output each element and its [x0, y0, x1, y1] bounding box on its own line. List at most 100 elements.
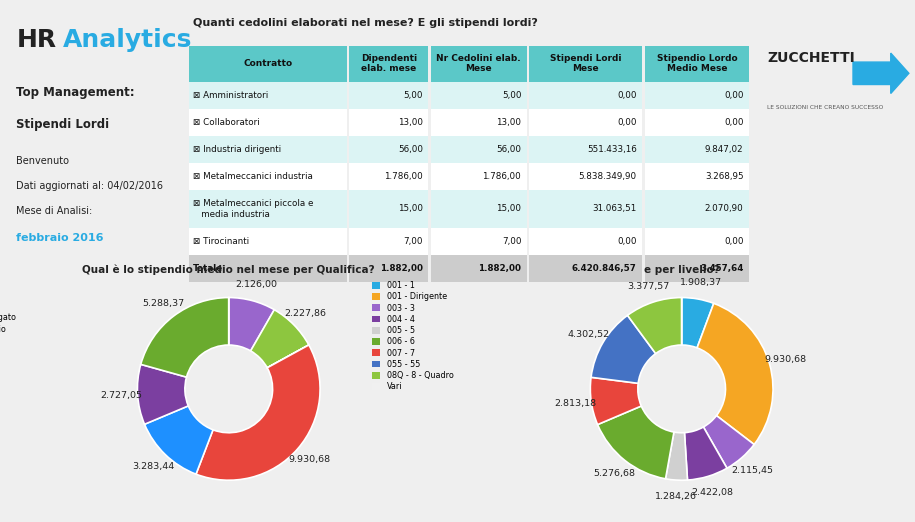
- Text: ⊠ Metalmeccanici piccola e
   media industria: ⊠ Metalmeccanici piccola e media industr…: [193, 199, 314, 219]
- Text: 2.227,86: 2.227,86: [285, 309, 327, 318]
- Wedge shape: [704, 416, 754, 468]
- FancyBboxPatch shape: [529, 163, 642, 190]
- FancyBboxPatch shape: [431, 82, 527, 109]
- Wedge shape: [590, 377, 641, 424]
- Text: 1.786,00: 1.786,00: [384, 172, 423, 181]
- FancyBboxPatch shape: [431, 136, 527, 163]
- FancyBboxPatch shape: [350, 136, 428, 163]
- Text: Benvenuto: Benvenuto: [16, 156, 70, 166]
- Text: 15,00: 15,00: [496, 205, 522, 213]
- Wedge shape: [665, 432, 687, 480]
- Text: 1.908,37: 1.908,37: [680, 278, 722, 287]
- FancyBboxPatch shape: [431, 255, 527, 282]
- FancyBboxPatch shape: [431, 190, 527, 228]
- Text: 1.284,26: 1.284,26: [654, 492, 696, 501]
- Text: 31.063,51: 31.063,51: [592, 205, 637, 213]
- Text: Quanti cedolini elaborati nel mese? E gli stipendi lordi?: Quanti cedolini elaborati nel mese? E gl…: [193, 18, 538, 28]
- FancyBboxPatch shape: [529, 109, 642, 136]
- Text: 3.268,95: 3.268,95: [705, 172, 744, 181]
- Wedge shape: [196, 345, 320, 480]
- Text: Qual è lo stipendio medio nel mese per Qualifica?: Qual è lo stipendio medio nel mese per Q…: [82, 265, 375, 275]
- Text: Top Management:: Top Management:: [16, 86, 135, 99]
- Text: 1.882,00: 1.882,00: [479, 264, 522, 273]
- Text: 6.420.846,57: 6.420.846,57: [572, 264, 637, 273]
- Text: 56,00: 56,00: [398, 145, 423, 154]
- Text: 13,00: 13,00: [398, 118, 423, 127]
- FancyBboxPatch shape: [188, 255, 347, 282]
- FancyBboxPatch shape: [529, 228, 642, 255]
- FancyBboxPatch shape: [529, 190, 642, 228]
- Text: febbraio 2016: febbraio 2016: [16, 233, 103, 243]
- FancyBboxPatch shape: [644, 228, 749, 255]
- Text: ⊠ Industria dirigenti: ⊠ Industria dirigenti: [193, 145, 281, 154]
- FancyBboxPatch shape: [350, 190, 428, 228]
- Text: 5.838.349,90: 5.838.349,90: [578, 172, 637, 181]
- Text: Dati aggiornati al: 04/02/2016: Dati aggiornati al: 04/02/2016: [16, 181, 163, 191]
- Wedge shape: [597, 406, 674, 479]
- Wedge shape: [267, 345, 309, 368]
- Text: 2.070,90: 2.070,90: [705, 205, 744, 213]
- Text: Stipendio Lordo
Medio Mese: Stipendio Lordo Medio Mese: [657, 54, 737, 74]
- Text: 2.115,45: 2.115,45: [732, 466, 773, 474]
- FancyBboxPatch shape: [431, 45, 527, 82]
- FancyBboxPatch shape: [431, 163, 527, 190]
- Text: Stipendi Lordi
Mese: Stipendi Lordi Mese: [550, 54, 621, 74]
- Text: LE SOLUZIONI CHE CREANO SUCCESSO: LE SOLUZIONI CHE CREANO SUCCESSO: [767, 105, 883, 110]
- FancyBboxPatch shape: [350, 255, 428, 282]
- FancyBboxPatch shape: [188, 45, 347, 82]
- Text: Dipendenti
elab. mese: Dipendenti elab. mese: [361, 54, 417, 74]
- Text: 2.727,05: 2.727,05: [100, 391, 142, 400]
- Text: 2.126,00: 2.126,00: [235, 280, 277, 289]
- Wedge shape: [229, 298, 274, 351]
- Text: Nr Cedolini elab.
Mese: Nr Cedolini elab. Mese: [436, 54, 522, 74]
- Text: 5.276,68: 5.276,68: [594, 469, 635, 478]
- FancyBboxPatch shape: [350, 228, 428, 255]
- FancyBboxPatch shape: [529, 255, 642, 282]
- Text: 3.457,64: 3.457,64: [700, 264, 744, 273]
- Text: 0,00: 0,00: [724, 91, 744, 100]
- Text: Analytics: Analytics: [62, 28, 192, 52]
- FancyBboxPatch shape: [644, 255, 749, 282]
- FancyBboxPatch shape: [431, 228, 527, 255]
- Text: ZUCCHETTI: ZUCCHETTI: [767, 51, 855, 65]
- Text: 0,00: 0,00: [724, 236, 744, 246]
- FancyBboxPatch shape: [529, 82, 642, 109]
- FancyBboxPatch shape: [644, 163, 749, 190]
- Text: e per livello?: e per livello?: [644, 265, 719, 275]
- FancyBboxPatch shape: [188, 82, 347, 109]
- Text: ⊠ Collaboratori: ⊠ Collaboratori: [193, 118, 260, 127]
- Wedge shape: [684, 427, 727, 480]
- Text: 13,00: 13,00: [496, 118, 522, 127]
- FancyBboxPatch shape: [188, 190, 347, 228]
- FancyBboxPatch shape: [644, 82, 749, 109]
- Legend: 001 - 1, 001 - Dirigente, 003 - 3, 004 - 4, 005 - 5, 006 - 6, 007 - 7, 055 - 55,: 001 - 1, 001 - Dirigente, 003 - 3, 004 -…: [369, 278, 457, 395]
- Text: 3.283,44: 3.283,44: [133, 462, 175, 471]
- FancyBboxPatch shape: [644, 45, 749, 82]
- FancyBboxPatch shape: [431, 109, 527, 136]
- FancyBboxPatch shape: [188, 163, 347, 190]
- Text: HR: HR: [16, 28, 57, 52]
- Text: ⊠ Amministratori: ⊠ Amministratori: [193, 91, 268, 100]
- Text: 2.422,08: 2.422,08: [692, 488, 734, 496]
- Text: 9.930,68: 9.930,68: [289, 455, 331, 464]
- FancyBboxPatch shape: [350, 163, 428, 190]
- Text: Totale: Totale: [193, 264, 223, 273]
- FancyBboxPatch shape: [644, 109, 749, 136]
- FancyBboxPatch shape: [644, 136, 749, 163]
- FancyBboxPatch shape: [350, 45, 428, 82]
- Text: 0,00: 0,00: [617, 91, 637, 100]
- Text: 3.377,57: 3.377,57: [627, 282, 669, 291]
- Wedge shape: [141, 298, 229, 377]
- Text: ⊠ Tirocinanti: ⊠ Tirocinanti: [193, 236, 249, 246]
- Wedge shape: [697, 303, 773, 445]
- Text: 0,00: 0,00: [617, 118, 637, 127]
- Wedge shape: [591, 315, 656, 383]
- Text: 551.433,16: 551.433,16: [587, 145, 637, 154]
- Text: 5,00: 5,00: [501, 91, 522, 100]
- FancyBboxPatch shape: [529, 136, 642, 163]
- Text: 56,00: 56,00: [496, 145, 522, 154]
- Wedge shape: [145, 406, 213, 474]
- FancyBboxPatch shape: [188, 109, 347, 136]
- Text: ⊠ Metalmeccanici industria: ⊠ Metalmeccanici industria: [193, 172, 313, 181]
- Text: 5.288,37: 5.288,37: [143, 299, 185, 307]
